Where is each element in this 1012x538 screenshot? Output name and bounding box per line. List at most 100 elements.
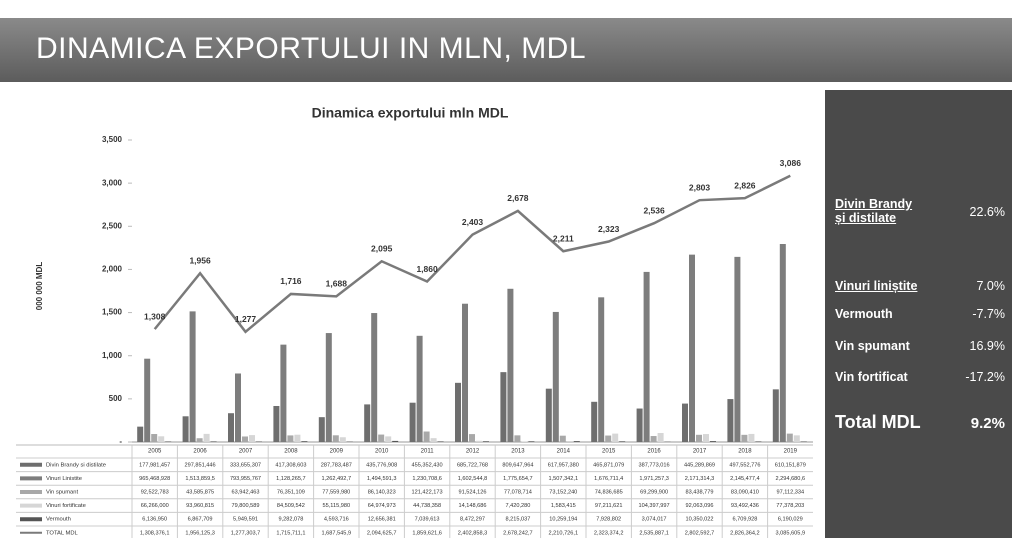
table-cell: 3,085,605,9 bbox=[776, 530, 806, 536]
x-tick-label: 2005 bbox=[148, 449, 162, 455]
table-cell: 83,438,779 bbox=[686, 489, 714, 495]
bar bbox=[256, 441, 262, 442]
panel-item: Divin Brandy și distilate 22.6% bbox=[835, 197, 1005, 225]
y-tick-label: 500 bbox=[109, 394, 123, 403]
total-value: 9.2% bbox=[970, 415, 1005, 432]
bar bbox=[734, 256, 741, 442]
slide-title: DINAMICA EXPORTULUI IN MLN, MDL bbox=[36, 32, 587, 65]
chart: Dinamica exportului mln MDL 000 000 MDL … bbox=[16, 105, 813, 538]
table-cell: 455,352,430 bbox=[412, 462, 443, 468]
data-label: 2,826 bbox=[734, 180, 756, 190]
table-cell: 1,308,376,1 bbox=[140, 530, 170, 536]
bar bbox=[165, 441, 172, 442]
bar bbox=[332, 435, 339, 442]
legend-label: Vermouth bbox=[46, 517, 71, 523]
table-cell: 93,960,815 bbox=[186, 503, 214, 509]
table-cell: 2,535,887,1 bbox=[639, 530, 669, 536]
bar bbox=[182, 416, 189, 442]
panel-label: și distilate bbox=[835, 211, 897, 225]
x-tick-label: 2006 bbox=[193, 449, 207, 455]
table-cell: 63,942,463 bbox=[232, 489, 260, 495]
table-cell: 465,871,079 bbox=[593, 462, 624, 468]
table-cell: 445,289,869 bbox=[684, 462, 715, 468]
table-cell: 7,039,613 bbox=[415, 517, 440, 523]
bar bbox=[469, 434, 475, 442]
bar bbox=[800, 441, 807, 442]
bar bbox=[423, 431, 430, 442]
table-cell: 12,656,381 bbox=[368, 517, 396, 523]
legend-label: TOTAL MDL bbox=[46, 530, 79, 536]
legend-label: Vin spumant bbox=[46, 490, 79, 496]
table-cell: 497,552,776 bbox=[729, 462, 760, 468]
table-cell: 9,282,078 bbox=[278, 517, 303, 523]
panel-label: Divin Brandy bbox=[835, 197, 913, 211]
y-tick-label: 1,000 bbox=[102, 351, 123, 360]
table-cell: 6,867,709 bbox=[188, 517, 213, 523]
data-label: 3,086 bbox=[780, 158, 802, 168]
table-cell: 2,826,364,2 bbox=[730, 530, 760, 536]
bar bbox=[144, 358, 151, 442]
table-cell: 6,190,029 bbox=[778, 517, 803, 523]
table-cell: 617,957,380 bbox=[548, 462, 579, 468]
table-cell: 77,378,203 bbox=[776, 503, 804, 509]
bar bbox=[703, 434, 709, 442]
bar bbox=[294, 434, 301, 442]
table-cell: 1,859,621,6 bbox=[412, 530, 442, 536]
table-cell: 435,776,908 bbox=[366, 462, 397, 468]
table-cell: 43,585,875 bbox=[186, 489, 214, 495]
table-cell: 4,593,716 bbox=[324, 517, 349, 523]
bar bbox=[755, 441, 762, 442]
panel-value: -17.2% bbox=[965, 370, 1005, 384]
table-cell: 1,128,265,7 bbox=[276, 476, 306, 482]
table-cell: 73,152,240 bbox=[549, 489, 577, 495]
table-cell: 64,974,973 bbox=[368, 503, 396, 509]
bar bbox=[385, 436, 392, 442]
table-cell: 10,350,022 bbox=[686, 517, 714, 523]
table-cell: 104,397,997 bbox=[639, 503, 670, 509]
x-tick-label: 2013 bbox=[511, 449, 525, 455]
table-cell: 93,492,436 bbox=[731, 503, 759, 509]
y-tick-label: 3,000 bbox=[102, 178, 123, 187]
bar bbox=[521, 441, 528, 442]
table-cell: 44,738,358 bbox=[413, 503, 441, 509]
bar bbox=[189, 311, 196, 442]
y-tick-label: 2,500 bbox=[102, 221, 123, 230]
table-cell: 8,472,297 bbox=[460, 517, 485, 523]
bar bbox=[598, 297, 605, 442]
x-tick-label: 2019 bbox=[784, 449, 798, 455]
y-tick-label: 1,500 bbox=[102, 308, 123, 317]
bar bbox=[650, 436, 657, 442]
bar bbox=[643, 271, 650, 442]
table-cell: 92,063,096 bbox=[686, 503, 714, 509]
table-cell: 809,647,964 bbox=[502, 462, 533, 468]
bar bbox=[137, 426, 144, 442]
bar bbox=[364, 404, 371, 442]
table-cell: 1,262,492,7 bbox=[322, 476, 352, 482]
table-cell: 1,230,708,6 bbox=[412, 476, 442, 482]
table-cell: 1,494,591,3 bbox=[367, 476, 397, 482]
table-cell: 6,136,950 bbox=[142, 517, 167, 523]
table-cell: 69,299,900 bbox=[640, 489, 668, 495]
data-label: 1,716 bbox=[280, 276, 302, 286]
x-tick-label: 2008 bbox=[284, 449, 298, 455]
bar bbox=[455, 382, 461, 442]
bar bbox=[748, 433, 755, 442]
table-cell: 387,773,016 bbox=[639, 462, 670, 468]
data-label: 1,956 bbox=[189, 255, 211, 265]
side-panel: Divin Brandy și distilate 22.6% Vinuri lini… bbox=[825, 90, 1012, 538]
bar bbox=[430, 438, 437, 442]
x-tick-label: 2018 bbox=[738, 449, 752, 455]
data-label: 1,308 bbox=[144, 311, 166, 321]
data-label: 1,688 bbox=[326, 279, 348, 289]
bar bbox=[203, 433, 210, 442]
bar bbox=[689, 254, 695, 442]
table-cell: 1,513,859,5 bbox=[185, 476, 215, 482]
table-cell: 74,836,685 bbox=[595, 489, 623, 495]
table-cell: 2,210,726,1 bbox=[549, 530, 579, 536]
table-cell: 2,145,477,4 bbox=[730, 476, 760, 482]
bar bbox=[462, 303, 468, 442]
data-label: 2,536 bbox=[643, 205, 665, 215]
bar bbox=[710, 441, 716, 442]
bar bbox=[158, 436, 165, 442]
table-cell: 91,524,126 bbox=[459, 489, 487, 495]
